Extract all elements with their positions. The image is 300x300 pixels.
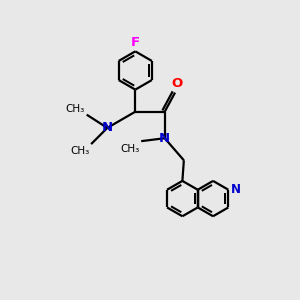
Text: N: N xyxy=(102,122,113,134)
Text: CH₃: CH₃ xyxy=(70,146,90,156)
Text: CH₃: CH₃ xyxy=(120,143,140,154)
Text: CH₃: CH₃ xyxy=(65,104,84,114)
Text: O: O xyxy=(171,77,182,90)
Text: N: N xyxy=(159,132,170,145)
Text: F: F xyxy=(131,36,140,49)
Text: N: N xyxy=(230,183,240,196)
